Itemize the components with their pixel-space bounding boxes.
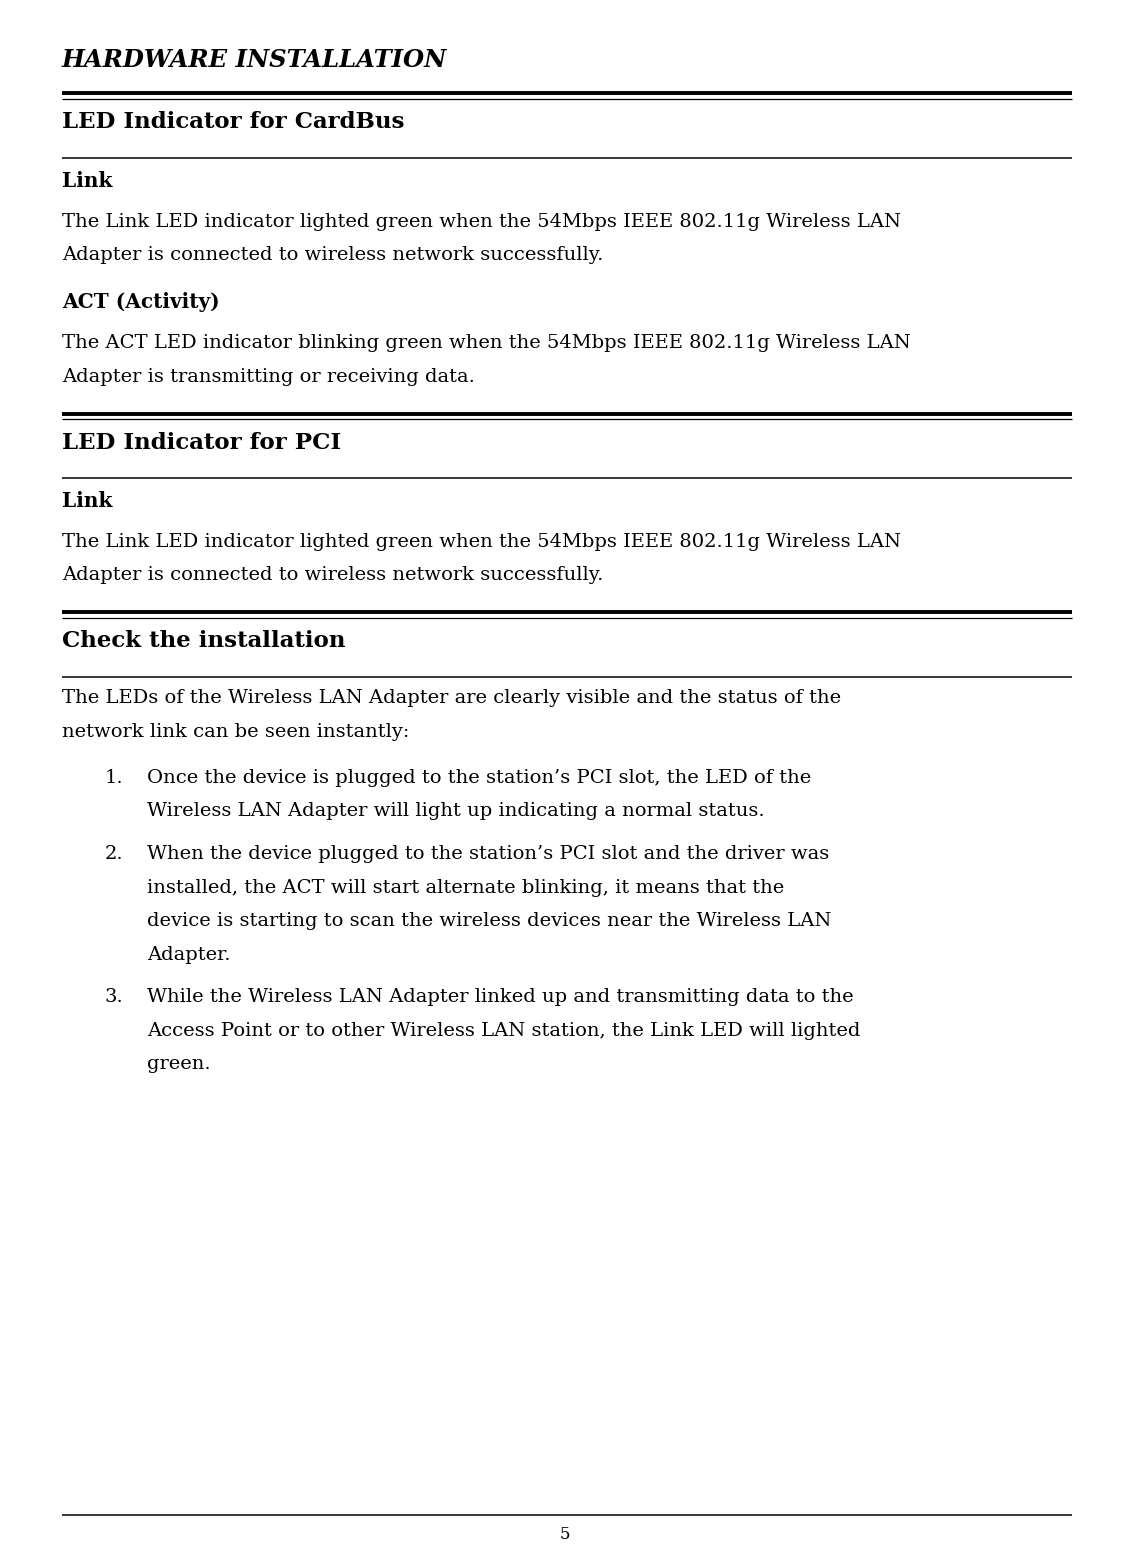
Text: When the device plugged to the station’s PCI slot and the driver was: When the device plugged to the station’s…: [147, 845, 829, 863]
Text: HARDWARE INSTALLATION: HARDWARE INSTALLATION: [62, 48, 447, 72]
Text: LED Indicator for CardBus: LED Indicator for CardBus: [62, 112, 404, 134]
Text: Adapter is transmitting or receiving data.: Adapter is transmitting or receiving dat…: [62, 367, 475, 386]
Text: Wireless LAN Adapter will light up indicating a normal status.: Wireless LAN Adapter will light up indic…: [147, 802, 764, 821]
Text: device is starting to scan the wireless devices near the Wireless LAN: device is starting to scan the wireless …: [147, 912, 831, 930]
Text: The LEDs of the Wireless LAN Adapter are clearly visible and the status of the: The LEDs of the Wireless LAN Adapter are…: [62, 690, 841, 707]
Text: The Link LED indicator lighted green when the 54Mbps IEEE 802.11g Wireless LAN: The Link LED indicator lighted green whe…: [62, 213, 901, 230]
Text: Adapter.: Adapter.: [147, 945, 230, 964]
Text: installed, the ACT will start alternate blinking, it means that the: installed, the ACT will start alternate …: [147, 878, 784, 897]
Text: The ACT LED indicator blinking green when the 54Mbps IEEE 802.11g Wireless LAN: The ACT LED indicator blinking green whe…: [62, 335, 911, 352]
Text: Link: Link: [62, 171, 113, 190]
Text: 5: 5: [559, 1526, 570, 1543]
Text: Access Point or to other Wireless LAN station, the Link LED will lighted: Access Point or to other Wireless LAN st…: [147, 1021, 860, 1040]
Text: green.: green.: [147, 1056, 210, 1073]
Text: network link can be seen instantly:: network link can be seen instantly:: [62, 722, 410, 741]
Text: Check the installation: Check the installation: [62, 631, 345, 652]
Text: The Link LED indicator lighted green when the 54Mbps IEEE 802.11g Wireless LAN: The Link LED indicator lighted green whe…: [62, 532, 901, 551]
Text: 2.: 2.: [105, 845, 123, 863]
Text: LED Indicator for PCI: LED Indicator for PCI: [62, 431, 341, 453]
Text: 1.: 1.: [105, 769, 123, 786]
Text: Once the device is plugged to the station’s PCI slot, the LED of the: Once the device is plugged to the statio…: [147, 769, 811, 786]
Text: While the Wireless LAN Adapter linked up and transmitting data to the: While the Wireless LAN Adapter linked up…: [147, 989, 854, 1006]
Text: Adapter is connected to wireless network successfully.: Adapter is connected to wireless network…: [62, 567, 603, 584]
Text: Adapter is connected to wireless network successfully.: Adapter is connected to wireless network…: [62, 246, 603, 265]
Text: ACT (Activity): ACT (Activity): [62, 293, 220, 311]
Text: Link: Link: [62, 490, 113, 511]
Text: 3.: 3.: [105, 989, 124, 1006]
